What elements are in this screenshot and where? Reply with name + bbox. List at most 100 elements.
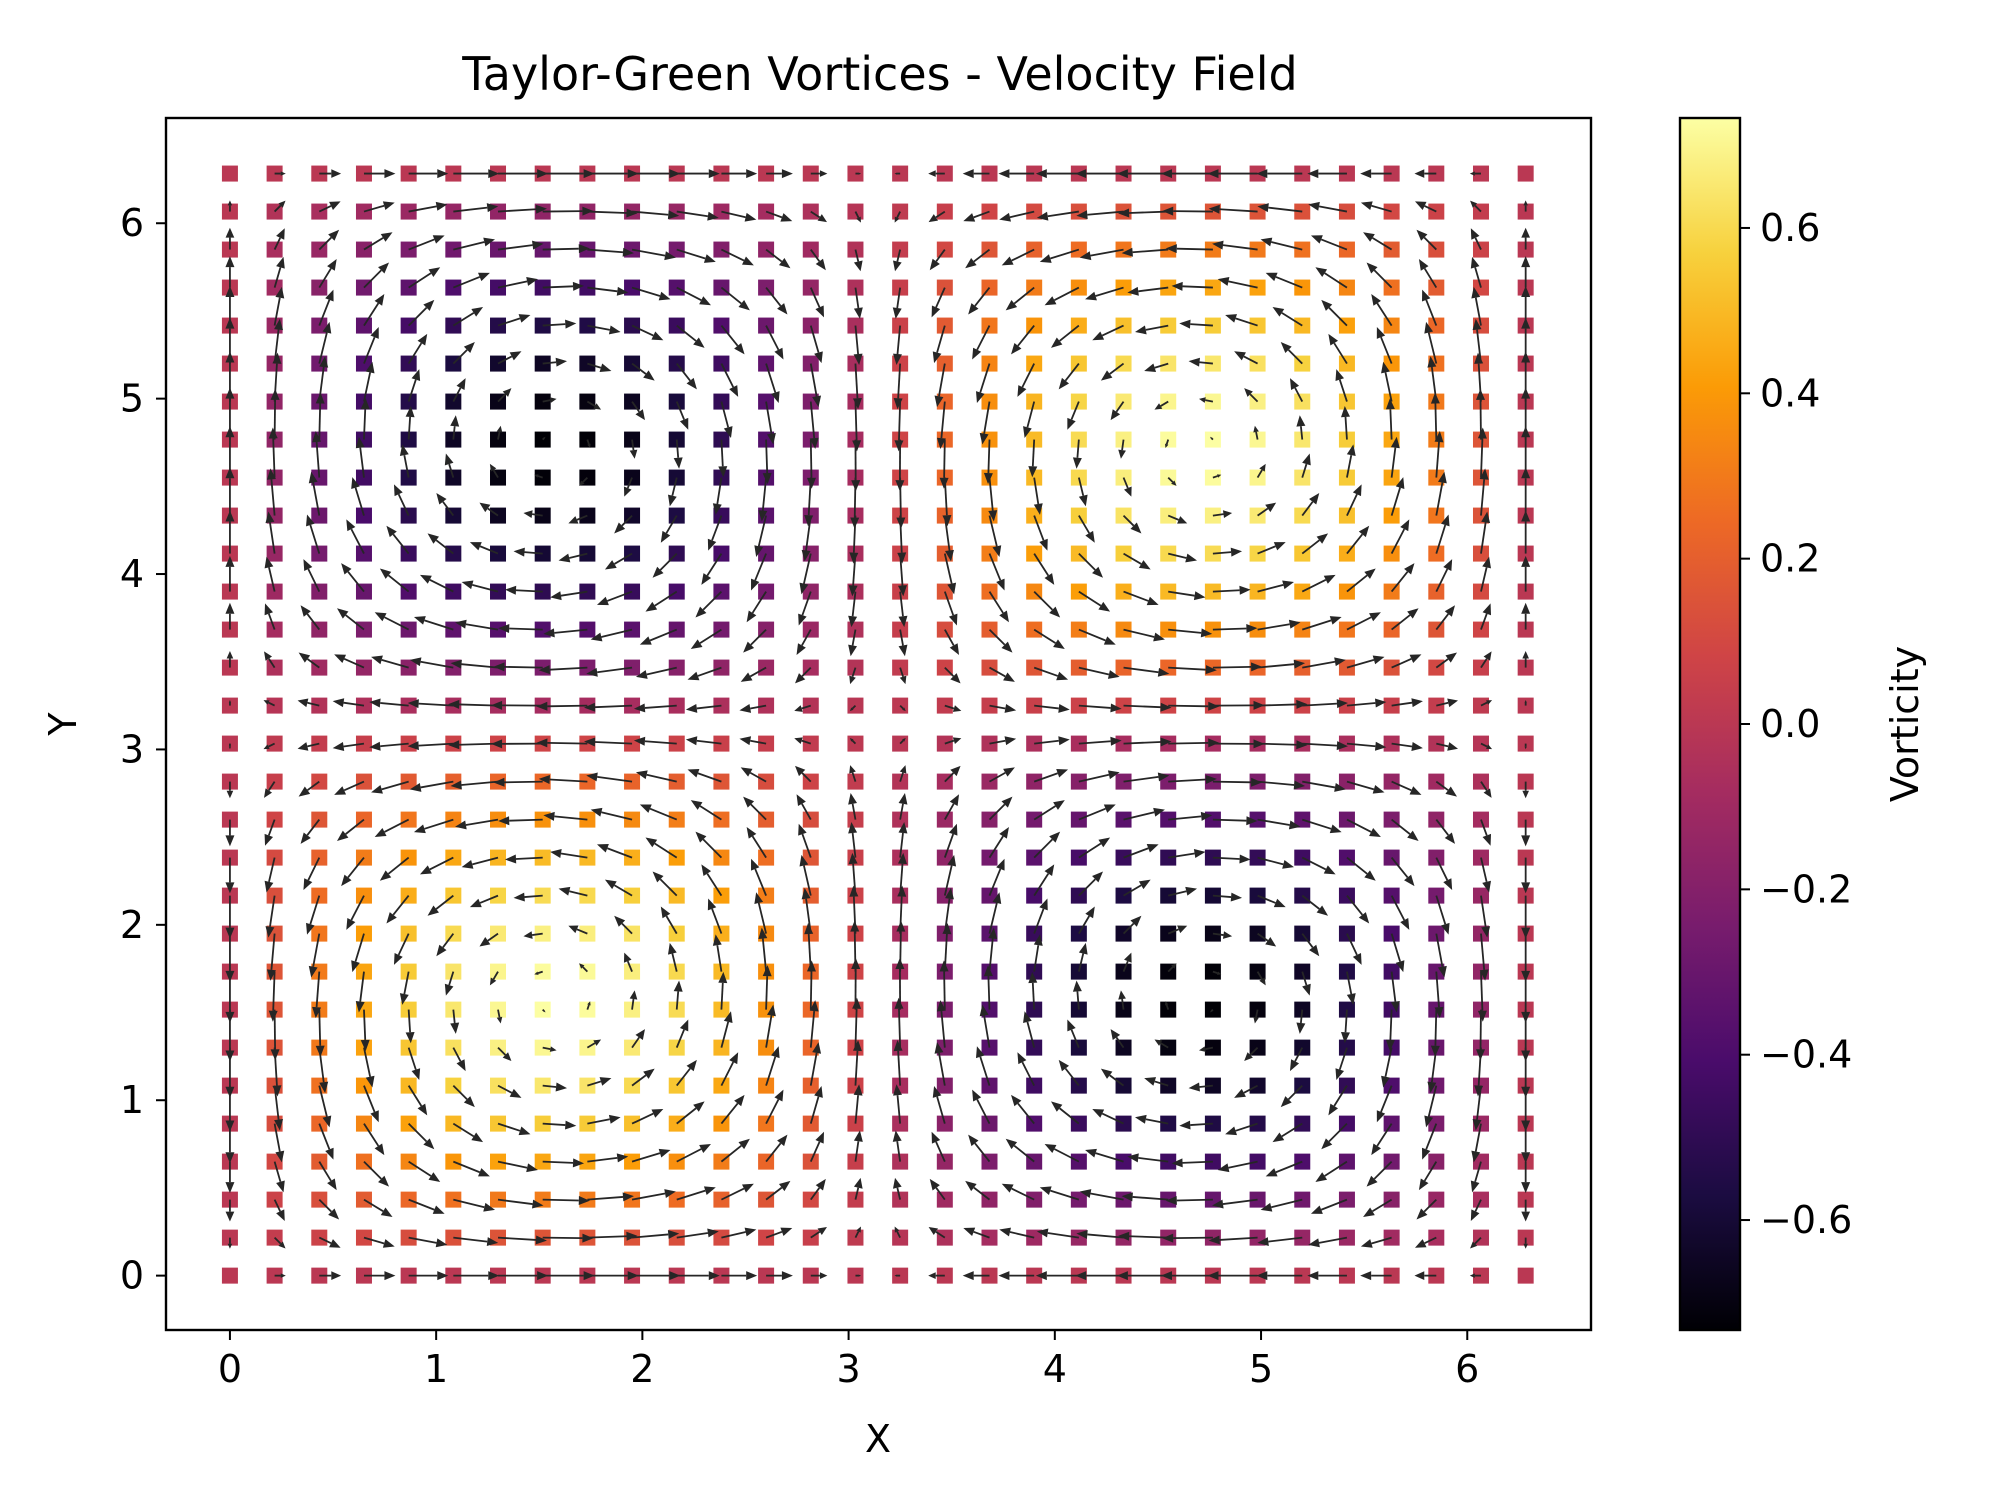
- arrow-head: [409, 783, 422, 792]
- velocity-arrow: [1078, 590, 1111, 612]
- arrow-shaft: [1480, 438, 1484, 478]
- velocity-arrow: [740, 666, 767, 682]
- arrow-shaft: [1257, 894, 1276, 904]
- velocity-arrow: [765, 287, 788, 315]
- velocity-arrow: [497, 314, 531, 327]
- arrow-head: [428, 1172, 441, 1182]
- velocity-arrow: [1028, 971, 1038, 1010]
- velocity-arrow: [355, 971, 365, 1013]
- arrow-shaft: [465, 623, 499, 631]
- arrow-shaft: [1301, 933, 1314, 948]
- velocity-arrow: [765, 325, 784, 360]
- velocity-arrow: [707, 898, 723, 934]
- arrow-shaft: [676, 1232, 709, 1239]
- arrow-shaft: [307, 857, 321, 881]
- velocity-arrow: [810, 210, 827, 223]
- arrow-head: [380, 232, 393, 242]
- velocity-arrow: [1257, 856, 1294, 869]
- velocity-arrow: [1470, 1199, 1482, 1221]
- arrow-shaft: [582, 476, 589, 483]
- arrow-head: [346, 918, 356, 930]
- arrow-shaft: [542, 1160, 574, 1164]
- arrow-head: [355, 1000, 365, 1013]
- arrow-head: [264, 880, 274, 893]
- arrow-head: [1369, 827, 1381, 837]
- arrow-head: [341, 874, 352, 887]
- arrow-head: [471, 307, 484, 317]
- velocity-arrow: [1391, 742, 1423, 751]
- arrow-head: [767, 432, 776, 445]
- arrow-head: [999, 1227, 1011, 1237]
- arrow-head: [428, 267, 441, 277]
- velocity-arrow: [1199, 397, 1214, 403]
- velocity-arrow: [673, 980, 683, 1010]
- velocity-arrow: [1360, 1271, 1392, 1281]
- arrow-shaft: [1047, 210, 1079, 218]
- arrow-head: [578, 244, 590, 254]
- arrow-head: [534, 474, 539, 478]
- arrow-shaft: [1212, 475, 1218, 479]
- arrow-head: [897, 585, 907, 597]
- arrow-shaft: [1212, 589, 1240, 593]
- velocity-arrow: [968, 287, 991, 315]
- velocity-arrow: [1033, 666, 1069, 681]
- velocity-arrow: [1023, 1011, 1036, 1048]
- velocity-arrow: [766, 1271, 793, 1281]
- velocity-arrow: [263, 700, 276, 707]
- velocity-arrow: [1523, 1237, 1528, 1249]
- velocity-arrow: [225, 602, 235, 630]
- arrow-head: [1207, 1271, 1219, 1281]
- arrow-shaft: [989, 704, 1006, 710]
- arrow-shaft: [765, 287, 782, 307]
- arrow-shaft: [1059, 324, 1080, 342]
- arrow-head: [898, 615, 908, 628]
- arrow-head: [1053, 800, 1065, 810]
- arrow-shaft: [1390, 487, 1401, 516]
- arrow-head: [743, 641, 755, 653]
- arrow-shaft: [268, 857, 276, 883]
- arrow-head: [1476, 1049, 1486, 1061]
- arrow-head: [1470, 228, 1480, 240]
- arrow-shaft: [1212, 513, 1224, 517]
- arrow-head: [1188, 1082, 1200, 1092]
- velocity-arrow: [538, 775, 588, 785]
- arrow-head: [1118, 990, 1126, 1000]
- velocity-arrow: [1301, 492, 1320, 517]
- arrow-shaft: [675, 991, 680, 1010]
- arrow-head: [1121, 1192, 1133, 1202]
- velocity-arrow: [453, 1198, 496, 1212]
- velocity-arrow: [496, 425, 503, 440]
- arrow-head: [1414, 1239, 1427, 1248]
- arrow-shaft: [720, 439, 724, 467]
- arrow-shaft: [1176, 247, 1213, 251]
- velocity-arrow: [1366, 262, 1393, 289]
- arrow-head: [427, 533, 439, 544]
- velocity-arrow: [853, 325, 863, 365]
- velocity-arrow: [712, 934, 723, 972]
- arrow-shaft: [408, 1236, 437, 1244]
- arrow-shaft: [809, 363, 818, 397]
- velocity-arrow: [405, 1009, 415, 1044]
- arrow-head: [814, 351, 823, 364]
- arrow-head: [225, 1211, 235, 1222]
- velocity-arrow: [363, 232, 393, 251]
- arrow-head: [590, 632, 603, 642]
- arrow-shaft: [936, 325, 946, 353]
- arrow-head: [1522, 790, 1529, 799]
- velocity-arrow: [1167, 514, 1188, 524]
- arrow-head: [853, 307, 863, 319]
- velocity-arrow: [1078, 703, 1122, 713]
- velocity-arrow: [1135, 324, 1169, 335]
- velocity-arrow: [928, 170, 945, 177]
- velocity-arrow: [351, 933, 365, 973]
- velocity-arrow: [1346, 818, 1381, 837]
- arrow-shaft: [1474, 237, 1482, 250]
- arrow-head: [853, 1177, 863, 1189]
- velocity-arrow: [1167, 963, 1177, 973]
- arrow-head: [266, 969, 276, 981]
- arrow-head: [1521, 1050, 1531, 1062]
- velocity-arrow: [264, 857, 276, 893]
- velocity-arrow: [1434, 971, 1444, 1019]
- velocity-arrow: [542, 1120, 577, 1130]
- velocity-arrow: [765, 1046, 780, 1086]
